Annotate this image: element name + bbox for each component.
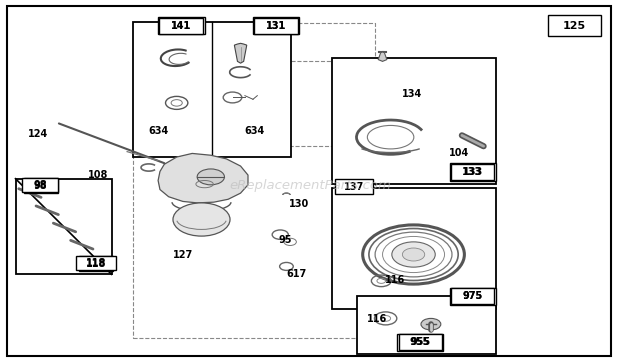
Bar (242, 61, 388, 146)
Bar (159, 18, 203, 34)
Text: 617: 617 (286, 269, 306, 279)
Text: 118: 118 (86, 259, 107, 269)
Text: eReplacementParts.com: eReplacementParts.com (229, 179, 391, 192)
Bar (133, 22, 291, 157)
Bar (450, 163, 496, 180)
Text: 127: 127 (173, 249, 193, 260)
Text: 133: 133 (463, 167, 482, 177)
Text: 98: 98 (34, 180, 47, 191)
Bar (22, 178, 58, 192)
Text: 116: 116 (385, 275, 405, 285)
Bar (451, 164, 494, 180)
Text: 125: 125 (563, 21, 587, 31)
Polygon shape (378, 52, 387, 61)
Bar (332, 58, 496, 184)
Text: 955: 955 (410, 337, 430, 347)
Bar (397, 334, 443, 351)
Polygon shape (158, 153, 248, 203)
Circle shape (402, 248, 425, 261)
Text: 118: 118 (86, 258, 106, 268)
Bar (24, 178, 58, 193)
Circle shape (392, 242, 435, 267)
Circle shape (197, 169, 224, 185)
Text: 124: 124 (29, 129, 48, 139)
Text: 130: 130 (289, 199, 309, 209)
Bar (16, 179, 112, 274)
Bar (332, 188, 496, 309)
Text: 634: 634 (148, 126, 168, 136)
Circle shape (421, 318, 441, 330)
Bar (133, 23, 375, 338)
Polygon shape (234, 43, 247, 63)
Text: 134: 134 (402, 89, 422, 99)
Bar (158, 17, 205, 34)
Text: 131: 131 (266, 21, 286, 31)
Bar (548, 15, 601, 36)
Bar (79, 256, 113, 271)
Bar (253, 17, 299, 34)
Text: 98: 98 (33, 180, 47, 190)
Text: 95: 95 (278, 235, 292, 245)
Bar (450, 288, 496, 305)
Text: 141: 141 (171, 21, 191, 31)
Bar (335, 179, 373, 194)
Text: 131: 131 (266, 21, 286, 31)
Text: 108: 108 (88, 170, 108, 180)
Bar (356, 296, 496, 354)
Text: 141: 141 (171, 21, 192, 31)
Text: 116: 116 (367, 314, 387, 325)
Text: 955: 955 (410, 337, 430, 347)
Bar (451, 288, 494, 304)
Bar (76, 256, 117, 270)
Text: 137: 137 (344, 182, 364, 192)
Text: 104: 104 (449, 148, 469, 158)
Circle shape (173, 203, 230, 236)
Bar (399, 334, 442, 350)
Text: 133: 133 (463, 167, 483, 177)
Bar (254, 18, 298, 34)
Text: 975: 975 (463, 291, 483, 301)
Text: 975: 975 (463, 291, 482, 301)
Text: 634: 634 (244, 126, 264, 136)
